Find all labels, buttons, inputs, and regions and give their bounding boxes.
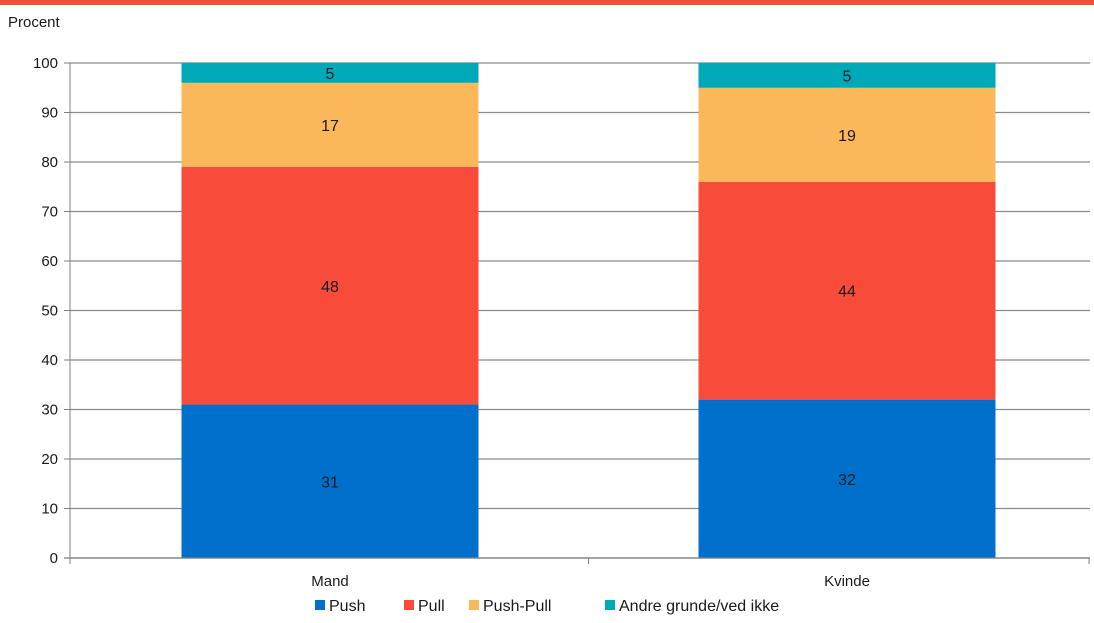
y-tick-label: 20 xyxy=(41,451,58,468)
legend-label: Andre grunde/ved ikke xyxy=(619,598,779,615)
data-label: 5 xyxy=(326,66,335,83)
bar-segment xyxy=(181,82,479,167)
x-tick-label: Mand xyxy=(311,573,349,590)
bar-segment xyxy=(181,404,479,558)
legend-swatch xyxy=(404,600,414,610)
bar-segment xyxy=(181,63,479,83)
y-tick-label: 10 xyxy=(41,501,58,518)
bar-segment xyxy=(698,181,996,400)
legend-swatch xyxy=(605,600,615,610)
y-tick-label: 40 xyxy=(41,352,58,369)
y-tick-label: 0 xyxy=(50,550,58,567)
data-label: 44 xyxy=(838,284,856,301)
y-tick-label: 90 xyxy=(41,105,58,122)
data-label: 32 xyxy=(838,472,856,489)
data-label: 5 xyxy=(843,68,852,85)
y-tick-label: 100 xyxy=(33,55,58,72)
x-tick-label: Kvinde xyxy=(824,573,870,590)
legend-label: Push xyxy=(329,598,365,615)
bar-segment xyxy=(698,399,996,558)
y-tick-label: 70 xyxy=(41,204,58,221)
legend-swatch xyxy=(469,600,479,610)
legend-label: Pull xyxy=(418,598,445,615)
bar-segment xyxy=(181,166,479,405)
y-axis: 0 10 20 30 40 50 60 70 80 90 100 xyxy=(33,55,71,567)
y-tick-label: 30 xyxy=(41,402,58,419)
legend-label: Push-Pull xyxy=(483,598,551,615)
data-label: 31 xyxy=(321,474,339,491)
y-tick-label: 80 xyxy=(41,154,58,171)
y-axis-label: Procent xyxy=(8,14,61,31)
bar-segment xyxy=(698,63,996,88)
top-accent-rule xyxy=(0,0,1094,5)
data-label: 17 xyxy=(321,118,339,135)
legend: Push Pull Push-Pull Andre grunde/ved ikke xyxy=(315,598,779,615)
data-label: 48 xyxy=(321,279,339,296)
y-tick-label: 50 xyxy=(41,303,58,320)
y-tick-label: 60 xyxy=(41,253,58,270)
legend-swatch xyxy=(315,600,325,610)
bars: 31 48 17 5 32 44 19 5 xyxy=(181,63,996,558)
bar-segment xyxy=(698,87,996,182)
data-label: 19 xyxy=(838,128,856,145)
x-axis: Mand Kvinde xyxy=(64,557,1090,590)
